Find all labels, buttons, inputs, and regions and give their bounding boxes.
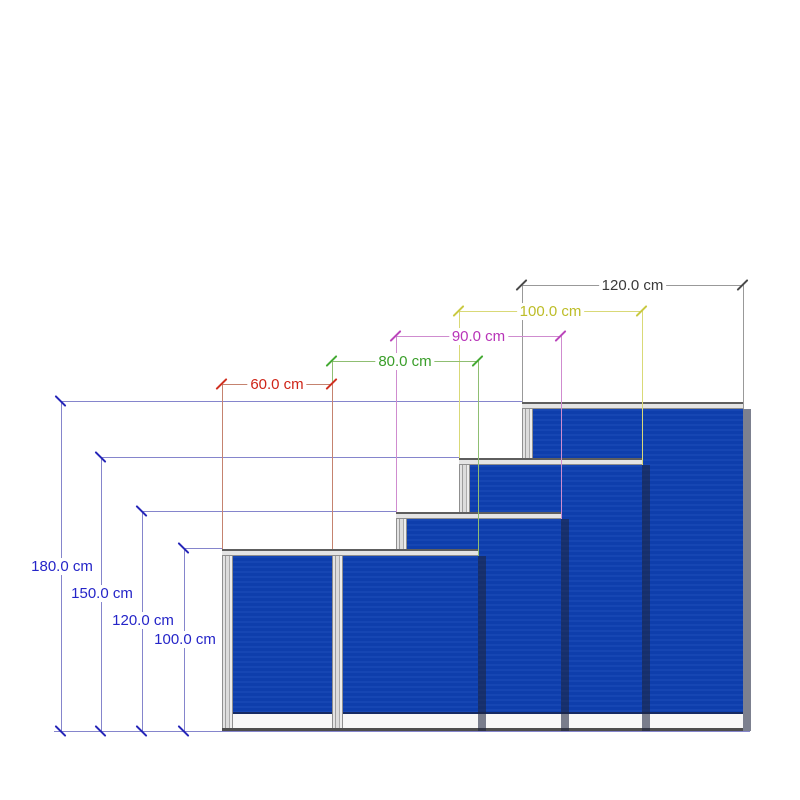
width-dim-60.0cm-label: 60.0 cm xyxy=(247,376,307,394)
panel-skirt xyxy=(343,712,478,731)
panel-fabric xyxy=(233,556,332,712)
height-dim-100.0cm-3-label: 100.0 cm xyxy=(151,631,219,649)
panel-skirt xyxy=(233,712,332,731)
height-dim-180.0cm-0-extension-top xyxy=(61,401,522,402)
height-dim-180.0cm-0-label: 180.0 cm xyxy=(28,558,96,576)
width-dim-90.0cm-extension-right xyxy=(561,336,562,519)
width-dim-60.0cm-extension-left xyxy=(222,384,223,549)
width-dim-90.0cm-extension-left xyxy=(396,336,397,512)
panel-top-rail xyxy=(222,549,332,556)
width-dim-120.0cm-label: 120.0 cm xyxy=(598,277,667,295)
panel-left-post xyxy=(222,556,233,731)
panel-top-rail xyxy=(332,549,478,556)
panel-top-rail xyxy=(522,402,743,409)
panel-top-rail xyxy=(459,458,642,465)
width-dim-80.0cm-extension-right xyxy=(478,361,479,556)
panel-bottom-edge xyxy=(332,728,478,731)
height-dim-120.0cm-2-extension-top xyxy=(142,511,396,512)
panel-80x100cm xyxy=(332,549,478,731)
height-dim-120.0cm-2-label: 120.0 cm xyxy=(109,612,177,630)
height-dim-150.0cm-1-label: 150.0 cm xyxy=(68,585,136,603)
width-dim-80.0cm-label: 80.0 cm xyxy=(375,353,435,371)
width-dim-100.0cm-extension-right xyxy=(642,311,643,465)
panel-fabric xyxy=(343,556,478,712)
width-dim-60.0cm-extension-right xyxy=(332,384,333,549)
panel-shadow xyxy=(478,556,486,731)
panel-shadow xyxy=(743,409,751,731)
baseline-extension-line xyxy=(54,731,750,732)
width-dim-90.0cm-label: 90.0 cm xyxy=(448,328,509,346)
panel-shadow xyxy=(642,465,650,731)
width-dim-120.0cm-extension-right xyxy=(743,285,744,409)
panel-left-post xyxy=(332,556,343,731)
height-dim-150.0cm-1-extension-top xyxy=(101,457,459,458)
width-dim-100.0cm-label: 100.0 cm xyxy=(516,303,585,321)
height-dim-100.0cm-3-extension-top xyxy=(184,548,222,549)
panel-bottom-edge xyxy=(222,728,332,731)
width-dim-120.0cm-extension-left xyxy=(522,285,523,402)
panel-60x100cm xyxy=(222,549,332,731)
panel-shadow xyxy=(561,519,569,731)
width-dim-100.0cm-extension-left xyxy=(459,311,460,458)
